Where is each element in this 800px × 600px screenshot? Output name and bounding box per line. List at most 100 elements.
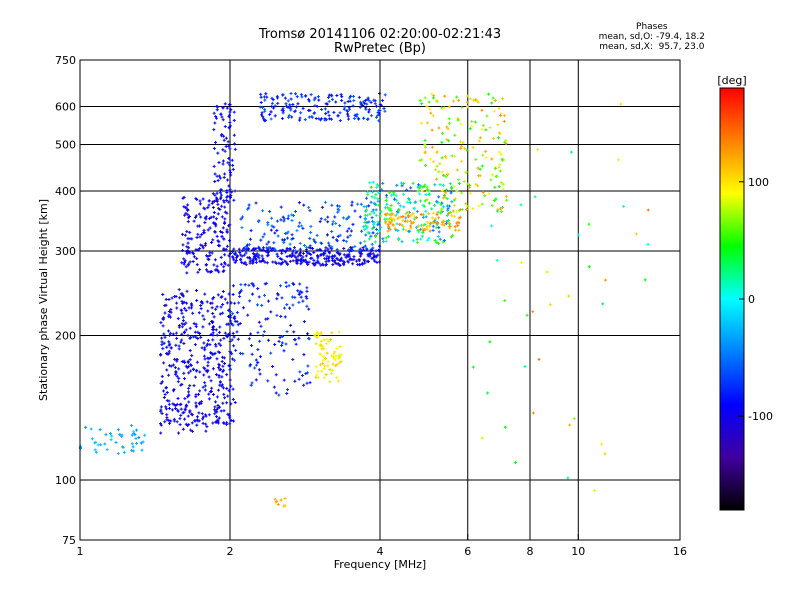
- data-point: [206, 257, 210, 261]
- data-point: [320, 369, 324, 373]
- data-point: [263, 282, 267, 286]
- data-point: [211, 205, 215, 209]
- data-point: [436, 235, 440, 239]
- data-point: [385, 212, 389, 216]
- data-point: [192, 255, 196, 259]
- data-point: [256, 331, 260, 335]
- data-point: [256, 360, 260, 364]
- x-tick-label: 6: [464, 545, 471, 558]
- data-point: [333, 259, 337, 263]
- data-point: [181, 411, 185, 415]
- data-point: [435, 164, 439, 168]
- data-point: [453, 197, 457, 201]
- data-point: [326, 359, 330, 363]
- data-point: [163, 420, 167, 424]
- data-point: [213, 351, 217, 355]
- data-point: [444, 188, 448, 192]
- data-point: [346, 109, 350, 113]
- data-point: [453, 225, 457, 229]
- data-point: [214, 217, 218, 221]
- data-point: [330, 354, 334, 358]
- data-point: [199, 401, 203, 405]
- data-point: [305, 260, 309, 264]
- data-point: [300, 374, 304, 378]
- data-point: [261, 209, 265, 213]
- data-point: [164, 297, 168, 301]
- data-point: [172, 363, 176, 367]
- data-point: [98, 428, 102, 432]
- data-point: [355, 259, 359, 263]
- data-point: [228, 163, 232, 167]
- data-point: [211, 325, 215, 329]
- data-point: [450, 214, 454, 218]
- data-point: [275, 313, 279, 317]
- data-point: [194, 404, 198, 408]
- data-point: [269, 351, 273, 355]
- data-point: [471, 207, 475, 211]
- data-point: [349, 94, 353, 98]
- data-point: [217, 366, 221, 370]
- data-point: [177, 367, 181, 371]
- data-point: [450, 185, 454, 189]
- data-point: [376, 203, 380, 207]
- data-point: [298, 221, 302, 225]
- data-point: [388, 191, 392, 195]
- data-point: [181, 294, 185, 298]
- data-point: [339, 360, 343, 364]
- data-point: [222, 138, 226, 142]
- data-point: [495, 209, 499, 213]
- data-point: [193, 419, 197, 423]
- data-point: [320, 241, 324, 245]
- data-point: [274, 373, 278, 377]
- data-point: [324, 112, 328, 116]
- data-point: [265, 254, 269, 258]
- data-point: [187, 390, 191, 394]
- data-point: [184, 403, 188, 407]
- data-point: [468, 127, 472, 131]
- data-point: [289, 97, 293, 101]
- data-point: [240, 254, 244, 258]
- data-point: [446, 207, 450, 211]
- chart-subtitle: RwPretec (Bp): [333, 41, 427, 56]
- data-point: [269, 110, 273, 114]
- data-point: [229, 384, 233, 388]
- data-point: [476, 184, 480, 188]
- data-point: [484, 149, 488, 153]
- data-point: [396, 210, 400, 214]
- data-point: [228, 196, 232, 200]
- data-point: [190, 429, 194, 433]
- data-point: [264, 92, 268, 96]
- data-point: [183, 233, 187, 237]
- data-point: [443, 154, 447, 158]
- data-point: [184, 265, 188, 269]
- data-point: [318, 247, 322, 251]
- data-point: [225, 211, 229, 215]
- data-point: [169, 419, 173, 423]
- data-point: [301, 299, 305, 303]
- data-point: [358, 105, 362, 109]
- data-point: [259, 100, 263, 104]
- data-point: [272, 241, 276, 245]
- data-point: [275, 499, 279, 503]
- data-point: [352, 116, 356, 120]
- data-point: [428, 224, 432, 228]
- data-point: [218, 230, 222, 234]
- data-point: [219, 197, 223, 201]
- data-point: [220, 295, 224, 299]
- data-point: [211, 367, 215, 371]
- data-point: [200, 300, 204, 304]
- data-point: [221, 302, 225, 306]
- data-point: [374, 213, 378, 217]
- data-point: [187, 371, 191, 375]
- data-point: [247, 337, 251, 341]
- data-point: [351, 104, 355, 108]
- data-point: [318, 220, 322, 224]
- data-point: [215, 191, 219, 195]
- data-point: [198, 235, 202, 239]
- data-point: [443, 94, 447, 98]
- data-point: [204, 369, 208, 373]
- data-point: [327, 255, 331, 259]
- data-point: [452, 154, 456, 158]
- data-point: [254, 378, 258, 382]
- data-point: [228, 124, 232, 128]
